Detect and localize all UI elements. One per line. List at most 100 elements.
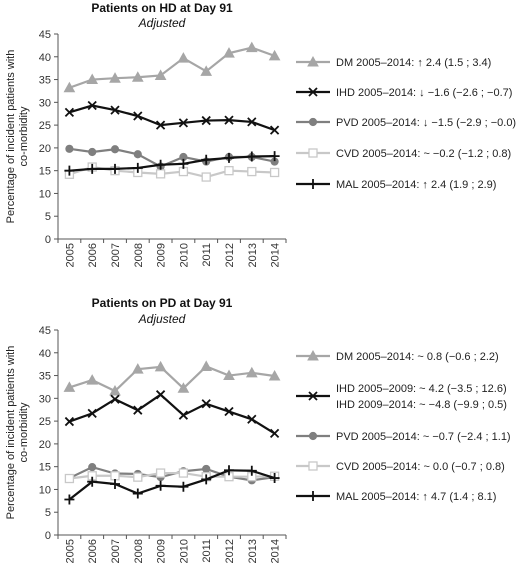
series-dm xyxy=(63,360,281,396)
legend-marker-shape xyxy=(308,461,318,471)
data-point-dm xyxy=(268,49,281,61)
data-point-ihd-shape xyxy=(87,408,97,419)
chart-title: Patients on HD at Day 91 xyxy=(91,1,233,15)
data-point-pvd xyxy=(133,150,142,159)
y-axis-label-line: Percentage of incident patients with xyxy=(5,346,17,520)
y-tick-label: 5 xyxy=(45,211,51,223)
y-tick-label: 25 xyxy=(39,120,51,132)
data-point-ihd xyxy=(269,428,280,439)
legend-marker xyxy=(307,55,319,67)
data-point-pvd xyxy=(88,463,97,472)
data-point-ihd-shape xyxy=(201,115,211,126)
data-point-pvd xyxy=(110,145,120,154)
legend-entry-dm: DM 2005–2014: ↑ 2.4 (1.5 ; 3.4) xyxy=(296,55,491,69)
legend-label: IHD 2005–2009: ~ 4.2 (−3.5 ; 12.6) xyxy=(336,383,507,395)
x-tick-label: 2006 xyxy=(87,243,99,267)
data-point-ihd-shape xyxy=(247,414,257,424)
data-point-mal-shape xyxy=(155,159,166,170)
data-point-cvd-shape xyxy=(110,471,120,481)
data-point-dm-shape xyxy=(131,71,144,82)
data-point-ihd xyxy=(224,406,234,417)
data-point-dm-shape xyxy=(109,72,121,83)
legend-marker xyxy=(308,179,318,189)
y-tick-label: 30 xyxy=(39,97,51,109)
y-tick-label: 20 xyxy=(39,439,51,451)
data-point-ihd-shape xyxy=(155,390,166,400)
y-tick-label: 35 xyxy=(39,371,51,383)
legend-entry-cvd: CVD 2005–2014: ~ −0.2 (−1.2 ; 0.8) xyxy=(296,148,511,160)
data-point-mal xyxy=(224,152,234,163)
data-point-dm xyxy=(63,381,76,392)
x-tick-label: 2006 xyxy=(87,539,99,563)
data-point-dm-shape xyxy=(177,52,190,63)
data-point-mal-shape xyxy=(132,488,143,499)
data-point-cvd-shape xyxy=(269,167,280,178)
data-point-dm-shape xyxy=(200,360,213,371)
data-point-dm xyxy=(200,65,213,76)
series-line-ihd xyxy=(69,104,275,132)
data-point-ihd-shape xyxy=(110,105,120,115)
data-point-dm-shape xyxy=(200,65,213,76)
data-point-dm xyxy=(86,73,99,85)
legend-label: IHD 2005–2014: ↓ −1.6 (−2.6 ; −0.7) xyxy=(336,87,512,99)
data-point-mal-shape xyxy=(269,151,280,162)
data-point-cvd xyxy=(201,172,211,182)
series-ihd xyxy=(64,100,280,135)
y-tick-label: 10 xyxy=(39,188,51,200)
x-tick-label: 2014 xyxy=(270,243,282,267)
data-point-cvd-shape xyxy=(224,166,234,176)
y-tick-label: 15 xyxy=(39,462,51,474)
data-point-cvd-shape xyxy=(64,473,75,484)
legend-label: IHD 2009–2014: ~ −4.8 (−9.9 ; 0.5) xyxy=(336,399,507,411)
data-point-ihd-shape xyxy=(64,107,75,117)
data-point-mal-shape xyxy=(201,474,212,485)
data-point-mal xyxy=(201,154,212,165)
x-tick-label: 2009 xyxy=(156,539,168,563)
data-point-ihd xyxy=(110,105,120,115)
x-tick-label: 2005 xyxy=(64,243,76,267)
data-point-mal xyxy=(178,481,189,492)
data-point-mal-shape xyxy=(64,165,75,176)
legend-label: DM 2005–2014: ↑ 2.4 (1.5 ; 3.4) xyxy=(336,57,491,69)
data-point-mal-shape xyxy=(269,473,280,484)
y-tick-label: 45 xyxy=(39,29,51,41)
x-tick-label: 2013 xyxy=(247,243,259,267)
data-point-mal-shape xyxy=(132,162,143,173)
data-point-mal xyxy=(110,163,120,174)
data-point-mal xyxy=(155,159,166,170)
data-point-dm xyxy=(223,47,235,58)
data-point-mal-shape xyxy=(201,154,212,165)
data-point-mal xyxy=(87,476,98,487)
data-point-ihd-shape xyxy=(224,115,234,125)
data-point-cvd xyxy=(64,473,75,484)
data-point-dm xyxy=(154,360,167,372)
data-point-dm xyxy=(131,363,144,374)
data-point-cvd xyxy=(224,166,234,176)
series-line-mal xyxy=(68,469,275,501)
data-point-ihd-shape xyxy=(64,416,75,427)
data-point-ihd xyxy=(269,125,280,135)
legend-entry-pvd: PVD 2005–2014: ~ −0.7 (−2.4 ; 1.1) xyxy=(296,431,511,443)
data-point-mal xyxy=(155,480,166,491)
x-tick-label: 2010 xyxy=(178,539,190,563)
data-point-dm-shape xyxy=(63,381,76,392)
data-point-dm xyxy=(177,382,190,393)
y-tick-label: 25 xyxy=(39,416,51,428)
x-tick-label: 2014 xyxy=(270,539,282,563)
chart-subtitle: Adjusted xyxy=(138,16,186,30)
data-point-cvd-shape xyxy=(201,172,211,182)
legend-entry-ihd: IHD 2005–2009: ~ 4.2 (−3.5 ; 12.6) IHD 20… xyxy=(296,383,507,411)
legend-marker xyxy=(308,117,318,127)
data-point-ihd xyxy=(201,399,211,409)
y-axis-label-line: co-morbidity xyxy=(18,402,30,462)
data-point-mal xyxy=(178,158,189,169)
chart-title: Patients on PD at Day 91 xyxy=(92,296,233,310)
legend-marker-shape xyxy=(308,491,318,501)
series-mal xyxy=(64,151,280,176)
data-point-ihd-shape xyxy=(269,125,280,135)
legend-marker-shape xyxy=(307,55,319,67)
data-point-ihd-shape xyxy=(133,405,143,415)
data-point-pvd-shape xyxy=(110,145,120,154)
x-tick-label: 2007 xyxy=(110,539,122,563)
